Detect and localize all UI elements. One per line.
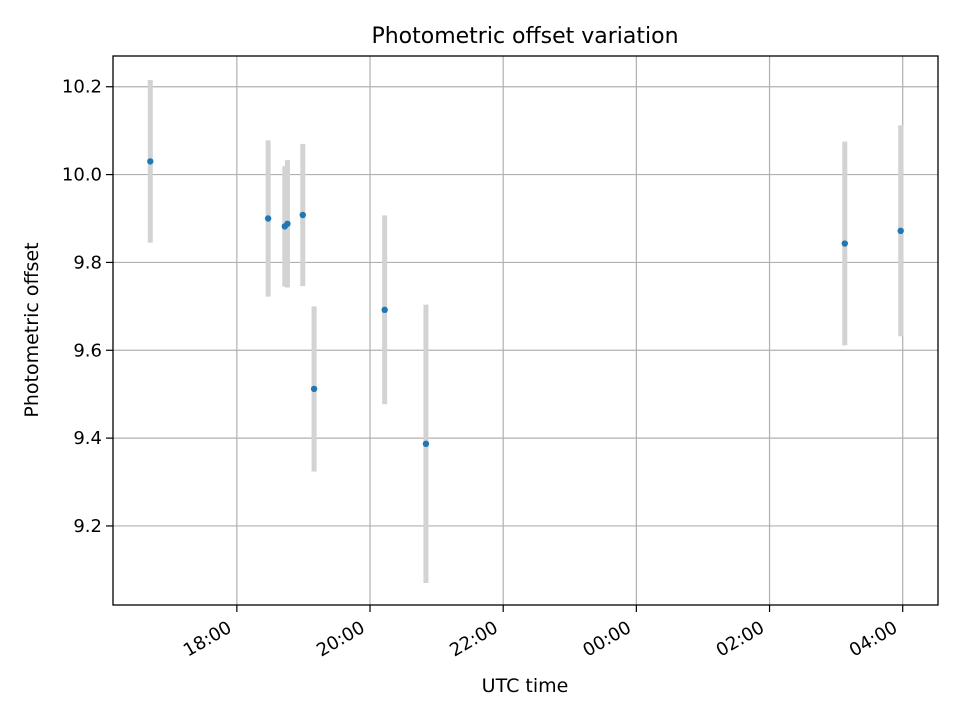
data-point <box>841 240 848 247</box>
y-tick-label: 9.2 <box>73 516 102 537</box>
data-point <box>897 227 904 235</box>
x-axis-title: UTC time <box>482 675 569 697</box>
y-tick-label: 10.2 <box>62 77 102 98</box>
y-axis-ticks: 9.2 9.4 9.6 9.8 10.0 10.2 <box>62 77 113 537</box>
plot-frame <box>112 55 939 606</box>
chart-title: Photometric offset variation <box>371 24 678 49</box>
data-point <box>422 440 430 448</box>
y-tick-label: 9.8 <box>73 252 102 273</box>
data-point <box>299 211 306 219</box>
data-point <box>381 306 388 314</box>
data-point <box>310 385 318 393</box>
y-tick-label: 9.6 <box>73 340 102 361</box>
y-tick-label: 10.0 <box>62 165 102 186</box>
data-point <box>284 220 291 227</box>
data-point <box>264 215 272 222</box>
y-tick-label: 9.4 <box>73 428 102 449</box>
y-axis-title: Photometric offset <box>21 242 43 417</box>
data-points <box>147 158 904 448</box>
data-point <box>147 158 154 165</box>
